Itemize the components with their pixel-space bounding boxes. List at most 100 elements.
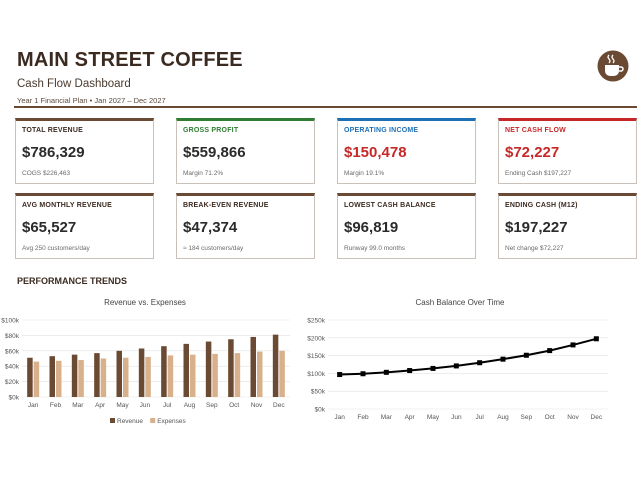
y-tick-label: $100k bbox=[307, 371, 325, 378]
revenue-bar bbox=[27, 357, 33, 397]
kpi-card: TOTAL REVENUE $786,329 COGS $226,463 bbox=[15, 118, 154, 184]
x-tick-label: Jan bbox=[28, 402, 39, 409]
kpi-label: TOTAL REVENUE bbox=[22, 127, 83, 134]
kpi-card: OPERATING INCOME $150,478 Margin 19.1% bbox=[337, 118, 476, 184]
kpi-value: $150,478 bbox=[344, 144, 407, 161]
x-tick-label: May bbox=[427, 414, 440, 421]
data-point bbox=[477, 360, 483, 366]
kpi-value: $47,374 bbox=[183, 219, 238, 236]
data-point bbox=[430, 365, 436, 371]
revenue-bar bbox=[205, 341, 212, 397]
revenue-bar bbox=[183, 343, 189, 397]
y-tick-label: $250k bbox=[307, 318, 325, 325]
kpi-card: LOWEST CASH BALANCE $96,819 Runway 99.0 mo… bbox=[337, 193, 476, 259]
x-tick-label: Dec bbox=[591, 414, 603, 421]
x-tick-label: Mar bbox=[381, 414, 393, 421]
kpi-subtext: Runway 99.0 months bbox=[344, 245, 406, 252]
kpi-value: $559,866 bbox=[183, 144, 246, 161]
data-point bbox=[570, 342, 576, 348]
x-tick-label: Jun bbox=[451, 414, 462, 421]
kpi-label: AVG MONTHLY REVENUE bbox=[22, 202, 113, 209]
x-tick-label: Apr bbox=[405, 414, 416, 421]
x-tick-label: Oct bbox=[229, 402, 239, 409]
kpi-card: NET CASH FLOW $72,227 Ending Cash $197,227 bbox=[498, 118, 637, 184]
x-tick-label: Dec bbox=[273, 402, 285, 409]
kpi-subtext: COGS $226,463 bbox=[22, 170, 71, 177]
kpi-subtext: Net change $72,227 bbox=[505, 245, 564, 252]
x-tick-label: Jan bbox=[334, 414, 345, 421]
y-tick-label: $100k bbox=[1, 318, 19, 325]
kpi-card: GROSS PROFIT $559,866 Margin 71.2% bbox=[176, 118, 315, 184]
expenses-bar bbox=[145, 356, 151, 397]
data-point bbox=[547, 348, 553, 354]
x-tick-label: Oct bbox=[545, 414, 555, 421]
kpi-value: $786,329 bbox=[22, 144, 85, 161]
chart-title-cash: Cash Balance Over Time bbox=[415, 298, 505, 307]
x-tick-label: Jul bbox=[163, 402, 172, 409]
kpi-label: BREAK-EVEN REVENUE bbox=[183, 202, 269, 209]
y-tick-label: $40k bbox=[5, 364, 20, 371]
x-tick-label: May bbox=[116, 402, 129, 409]
kpi-label: GROSS PROFIT bbox=[183, 127, 239, 134]
revenue-bar bbox=[228, 339, 234, 397]
kpi-label: ENDING CASH (M12) bbox=[505, 202, 578, 209]
coffee-cup-icon bbox=[597, 50, 629, 82]
legend-label: Expenses bbox=[157, 418, 186, 425]
x-tick-label: Apr bbox=[95, 402, 106, 409]
y-tick-label: $80k bbox=[5, 333, 20, 340]
x-tick-label: Mar bbox=[72, 402, 84, 409]
kpi-subtext: Margin 19.1% bbox=[344, 170, 385, 177]
kpi-label: NET CASH FLOW bbox=[505, 127, 566, 134]
x-tick-label: Nov bbox=[251, 402, 263, 409]
y-tick-label: $20k bbox=[5, 379, 20, 386]
expenses-bar bbox=[190, 354, 196, 397]
revenue-bar bbox=[161, 346, 167, 397]
revenue-expenses-chart: $0k $20k $40k $60k $80k $100k Jan Feb Mar Apr May J… bbox=[1, 318, 290, 425]
kpi-subtext: Margin 71.2% bbox=[183, 170, 224, 177]
x-tick-label: Nov bbox=[567, 414, 579, 421]
kpi-card: BREAK-EVEN REVENUE $47,374 ≈ 184 customers… bbox=[176, 193, 315, 259]
x-tick-label: Jul bbox=[476, 414, 485, 421]
revenue-bar bbox=[71, 354, 78, 397]
expenses-bar bbox=[100, 358, 107, 397]
revenue-bar bbox=[250, 336, 256, 397]
x-tick-label: Jun bbox=[140, 402, 151, 409]
kpi-label: OPERATING INCOME bbox=[344, 127, 419, 134]
cash-balance-line bbox=[339, 337, 597, 376]
expenses-bar bbox=[212, 353, 218, 397]
header-divider bbox=[14, 106, 637, 108]
legend-swatch bbox=[110, 418, 115, 423]
kpi-card: ENDING CASH (M12) $197,227 Net change $72,… bbox=[498, 193, 637, 259]
kpi-subtext: Ending Cash $197,227 bbox=[505, 170, 572, 177]
chart-title-revenue: Revenue vs. Expenses bbox=[104, 298, 186, 307]
x-tick-label: Feb bbox=[50, 402, 62, 409]
data-point bbox=[453, 363, 459, 369]
expenses-bar bbox=[78, 360, 84, 397]
expenses-bar bbox=[56, 360, 62, 397]
data-point bbox=[500, 356, 506, 362]
page-title: MAIN STREET COFFEE bbox=[17, 49, 243, 71]
expenses-bar bbox=[257, 351, 263, 397]
section-title: PERFORMANCE TRENDS bbox=[17, 276, 128, 286]
data-point bbox=[523, 352, 529, 358]
kpi-subtext: ≈ 184 customers/day bbox=[183, 245, 244, 252]
revenue-bar bbox=[94, 353, 100, 397]
kpi-value: $65,527 bbox=[22, 219, 77, 236]
revenue-bar bbox=[138, 348, 145, 397]
y-tick-label: $150k bbox=[307, 353, 325, 360]
data-point bbox=[593, 336, 599, 342]
expenses-bar bbox=[279, 350, 285, 397]
x-tick-label: Aug bbox=[184, 402, 196, 409]
legend-swatch bbox=[150, 418, 156, 423]
kpi-label: LOWEST CASH BALANCE bbox=[344, 202, 436, 209]
revenue-bar bbox=[49, 356, 55, 397]
y-tick-label: $60k bbox=[5, 348, 20, 355]
y-tick-label: $50k bbox=[311, 389, 326, 396]
kpi-subtext: Avg 250 customers/day bbox=[22, 245, 90, 252]
expenses-bar bbox=[234, 353, 241, 397]
revenue-bar bbox=[116, 350, 122, 397]
data-point bbox=[407, 368, 413, 374]
expenses-bar bbox=[33, 361, 40, 397]
kpi-card: AVG MONTHLY REVENUE $65,527 Avg 250 custom… bbox=[15, 193, 154, 259]
y-tick-label: $0k bbox=[9, 395, 20, 402]
